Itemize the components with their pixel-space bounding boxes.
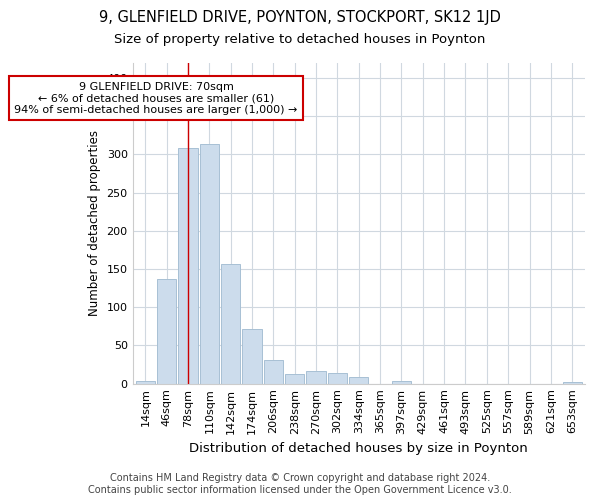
Bar xyxy=(242,328,262,384)
Text: Contains HM Land Registry data © Crown copyright and database right 2024.
Contai: Contains HM Land Registry data © Crown c… xyxy=(88,474,512,495)
Bar xyxy=(221,264,241,384)
Bar xyxy=(264,360,283,384)
Text: 9 GLENFIELD DRIVE: 70sqm
← 6% of detached houses are smaller (61)
94% of semi-de: 9 GLENFIELD DRIVE: 70sqm ← 6% of detache… xyxy=(14,82,298,115)
Bar xyxy=(157,279,176,384)
Bar xyxy=(200,144,219,384)
X-axis label: Distribution of detached houses by size in Poynton: Distribution of detached houses by size … xyxy=(190,442,528,455)
Y-axis label: Number of detached properties: Number of detached properties xyxy=(88,130,101,316)
Bar xyxy=(563,382,582,384)
Bar xyxy=(285,374,304,384)
Text: Size of property relative to detached houses in Poynton: Size of property relative to detached ho… xyxy=(115,32,485,46)
Bar xyxy=(136,382,155,384)
Bar xyxy=(349,377,368,384)
Bar xyxy=(328,373,347,384)
Bar xyxy=(178,148,197,384)
Bar xyxy=(307,372,326,384)
Bar xyxy=(392,382,411,384)
Text: 9, GLENFIELD DRIVE, POYNTON, STOCKPORT, SK12 1JD: 9, GLENFIELD DRIVE, POYNTON, STOCKPORT, … xyxy=(99,10,501,25)
